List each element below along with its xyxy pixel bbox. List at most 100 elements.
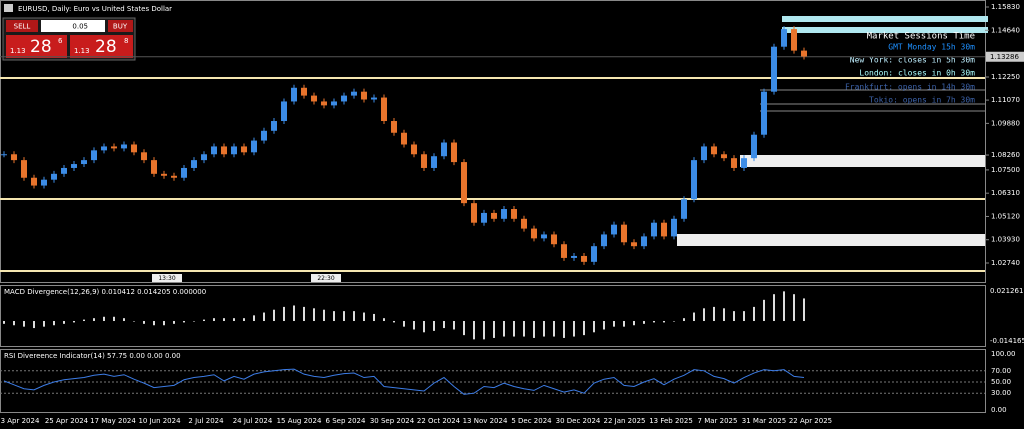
buy-price-fraction[interactable]: 8	[124, 37, 128, 45]
candle	[711, 146, 717, 155]
candle	[131, 144, 137, 153]
zone	[740, 155, 985, 167]
candle	[91, 150, 97, 161]
macd-bar	[683, 318, 685, 322]
candle	[521, 218, 527, 229]
macd-bar	[723, 308, 725, 322]
macd-bar	[423, 321, 425, 333]
macd-bar	[103, 316, 105, 322]
macd-bar	[163, 321, 165, 326]
macd-bar	[613, 321, 615, 327]
sell-price[interactable]	[6, 35, 67, 58]
sessions-title: Market Sessions Time	[867, 32, 975, 42]
buy-price-pips[interactable]: 28	[95, 37, 117, 57]
macd-bar	[193, 321, 195, 322]
price-tick-label: 1.09880	[991, 119, 1020, 127]
price-tick-label: 1.08260	[991, 151, 1020, 159]
macd-bar	[543, 321, 545, 337]
volume-value[interactable]: 0.05	[72, 23, 88, 31]
candle	[631, 242, 637, 247]
macd-bar	[583, 321, 585, 336]
candle	[751, 134, 757, 159]
candle	[481, 212, 487, 223]
candle	[451, 142, 457, 163]
candle	[621, 224, 627, 243]
macd-bar	[783, 291, 785, 322]
price-tick-label: 1.12250	[991, 73, 1020, 81]
sell-price-big[interactable]: 1.13	[10, 47, 26, 55]
candle	[201, 154, 207, 161]
date-label: 13 Nov 2024	[463, 417, 508, 425]
candle	[71, 164, 77, 168]
candle	[341, 95, 347, 102]
rsi-label: RSI Divereence Indicator(14) 57.75 0.00 …	[4, 352, 181, 360]
candle	[581, 255, 587, 262]
date-label: 15 Aug 2024	[277, 417, 322, 425]
buy-price[interactable]	[70, 35, 133, 58]
macd-bar	[293, 305, 295, 322]
candle	[141, 152, 147, 161]
candle	[111, 146, 117, 149]
macd-bar	[383, 318, 385, 322]
candle	[641, 236, 647, 247]
buy-label[interactable]: BUY	[113, 23, 128, 31]
candle	[781, 29, 787, 47]
date-label: 24 Jul 2024	[233, 417, 273, 425]
macd-bar	[213, 318, 215, 322]
candle	[211, 146, 217, 155]
macd-bar	[353, 311, 355, 322]
date-label: 22 Apr 2025	[789, 417, 832, 425]
candle	[461, 162, 467, 204]
date-label: 30 Dec 2024	[556, 417, 601, 425]
macd-bar	[73, 321, 75, 323]
candle	[251, 140, 257, 153]
candle	[391, 121, 397, 133]
sell-price-pips[interactable]: 28	[30, 37, 52, 57]
macd-bar	[673, 321, 675, 322]
candle	[551, 234, 557, 245]
macd-bar	[773, 294, 775, 322]
macd-bar	[123, 318, 125, 322]
macd-bar	[343, 311, 345, 322]
candle	[721, 154, 727, 159]
sell-button[interactable]	[6, 20, 38, 32]
candle	[441, 142, 447, 157]
volume-input[interactable]	[41, 20, 105, 32]
macd-bar	[253, 315, 255, 322]
date-label: 2 Jul 2024	[188, 417, 224, 425]
macd-bar	[43, 321, 45, 327]
macd-bar	[493, 321, 495, 338]
macd-bar	[573, 321, 575, 337]
macd-bar	[153, 321, 155, 326]
buy-button[interactable]	[108, 20, 133, 32]
macd-bar	[483, 321, 485, 340]
macd-bar	[403, 321, 405, 327]
candle	[161, 173, 167, 176]
candle	[401, 132, 407, 145]
session-line: New York: closes in 5h 30m	[850, 56, 975, 65]
macd-tick-label: 0.021261	[990, 287, 1023, 295]
price-tick-label: 1.05120	[991, 212, 1020, 220]
macd-bar	[333, 311, 335, 322]
time-marker-label: 13:30	[158, 275, 175, 282]
macd-bar	[753, 306, 755, 322]
macd-bar	[273, 309, 275, 322]
candle	[241, 146, 247, 153]
sell-label[interactable]: SELL	[14, 23, 31, 31]
candle	[771, 46, 777, 92]
macd-bar	[53, 321, 55, 326]
candle	[741, 158, 747, 168]
buy-price-big[interactable]: 1.13	[74, 47, 90, 55]
session-bar	[782, 27, 988, 33]
macd-bar	[453, 321, 455, 330]
rsi-tick-label: 30.00	[991, 389, 1011, 397]
candle	[791, 29, 797, 51]
macd-bar	[463, 321, 465, 336]
candle	[661, 222, 667, 237]
sell-price-fraction[interactable]: 6	[58, 37, 63, 45]
macd-bar	[643, 321, 645, 324]
price-tick-label: 1.07500	[991, 166, 1020, 174]
candle	[191, 160, 197, 168]
candle	[11, 154, 17, 161]
